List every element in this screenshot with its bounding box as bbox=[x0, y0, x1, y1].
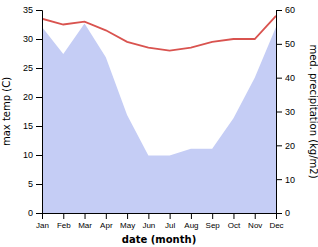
tick-label: 60 bbox=[285, 5, 295, 15]
tick-label: Jun bbox=[142, 221, 155, 230]
tick-label: Dec bbox=[269, 221, 283, 230]
plot: 0 5 10 15 20 25 30 35 0 10 20 30 40 50 60 Jan Feb Mar Apr M… bbox=[23, 5, 295, 229]
tick: Feb bbox=[57, 213, 71, 230]
tick-label: 5 bbox=[28, 179, 33, 189]
tick-mark bbox=[85, 213, 86, 219]
tick-label: Nov bbox=[248, 221, 262, 230]
tick-mark bbox=[170, 213, 171, 219]
tick: Jan bbox=[36, 213, 49, 230]
tick: 20 bbox=[23, 92, 42, 102]
tick: 10 bbox=[276, 175, 295, 185]
tick: 50 bbox=[276, 39, 295, 49]
x-axis-title: date (month) bbox=[122, 234, 196, 245]
tick-label: 10 bbox=[23, 150, 33, 160]
tick: 35 bbox=[23, 5, 42, 15]
tick: May bbox=[120, 213, 135, 230]
tick-label: May bbox=[120, 221, 135, 230]
tick-mark bbox=[276, 78, 282, 79]
tick-label: Aug bbox=[184, 221, 198, 230]
tick-label: 25 bbox=[23, 63, 33, 73]
tick: 10 bbox=[23, 150, 42, 160]
tick: Nov bbox=[248, 213, 262, 230]
tick-label: 0 bbox=[28, 208, 33, 218]
tick: 30 bbox=[23, 34, 42, 44]
tick-mark bbox=[36, 68, 42, 69]
tick-mark bbox=[212, 213, 213, 219]
temp-line bbox=[42, 16, 276, 51]
tick-label: 10 bbox=[285, 175, 295, 185]
tick: Sep bbox=[206, 213, 221, 230]
tick-mark bbox=[36, 155, 42, 156]
tick-mark bbox=[36, 184, 42, 185]
tick-mark bbox=[36, 126, 42, 127]
tick-label: 30 bbox=[23, 34, 33, 44]
tick: Apr bbox=[100, 213, 113, 230]
tick-mark bbox=[42, 213, 43, 219]
y2-axis: 0 10 20 30 40 50 60 bbox=[276, 5, 295, 218]
axis-line bbox=[277, 11, 283, 214]
axis-line bbox=[36, 11, 43, 214]
tick-mark bbox=[255, 213, 256, 219]
axis-line bbox=[43, 214, 277, 220]
tick: Jul bbox=[165, 213, 175, 230]
tick-label: Mar bbox=[78, 221, 92, 230]
tick-mark bbox=[63, 213, 64, 219]
tick: Dec bbox=[269, 213, 283, 230]
tick-label: Jan bbox=[36, 221, 49, 230]
tick-mark bbox=[36, 97, 42, 98]
tick-label: 50 bbox=[285, 39, 295, 49]
tick: 0 bbox=[276, 208, 290, 218]
tick-mark bbox=[276, 179, 282, 180]
tick-mark bbox=[233, 213, 234, 219]
tick-label: 40 bbox=[285, 73, 295, 83]
tick-label: Apr bbox=[100, 221, 113, 230]
chart: 0 5 10 15 20 25 30 35 0 10 20 30 40 50 60 Jan Feb Mar Apr M… bbox=[0, 0, 318, 247]
tick: Jun bbox=[142, 213, 155, 230]
tick: 25 bbox=[23, 63, 42, 73]
tick-mark bbox=[36, 10, 42, 11]
tick-mark bbox=[148, 213, 149, 219]
tick: Oct bbox=[228, 213, 241, 230]
tick-mark bbox=[127, 213, 128, 219]
y-axis: 0 5 10 15 20 25 30 35 bbox=[23, 5, 43, 218]
tick-mark bbox=[106, 213, 107, 219]
tick-mark bbox=[276, 44, 282, 45]
tick: Aug bbox=[184, 213, 198, 230]
tick-mark bbox=[276, 112, 282, 113]
y2-axis-title: med. precipitation (kg/m2) bbox=[308, 44, 318, 178]
tick-label: 20 bbox=[23, 92, 33, 102]
tick-mark bbox=[36, 39, 42, 40]
tick: 40 bbox=[276, 73, 295, 83]
tick-label: 20 bbox=[285, 141, 295, 151]
tick-mark bbox=[276, 145, 282, 146]
tick: 60 bbox=[276, 5, 295, 15]
tick-mark bbox=[276, 10, 282, 11]
y-axis-title: max temp (C) bbox=[1, 77, 12, 146]
tick-label: Feb bbox=[57, 221, 71, 230]
marks bbox=[42, 16, 276, 213]
tick: 5 bbox=[28, 179, 42, 189]
tick-label: 30 bbox=[285, 107, 295, 117]
tick-mark bbox=[276, 213, 277, 219]
tick-mark bbox=[36, 213, 42, 214]
tick-label: 15 bbox=[23, 121, 33, 131]
tick-label: Jul bbox=[165, 221, 175, 230]
tick: 30 bbox=[276, 107, 295, 117]
tick-label: Oct bbox=[228, 221, 241, 230]
x-axis: Jan Feb Mar Apr May Jun Jul Aug Sep Oct Nov Dec bbox=[36, 213, 284, 230]
tick: Mar bbox=[78, 213, 92, 230]
tick-mark bbox=[191, 213, 192, 219]
tick-label: Sep bbox=[206, 221, 221, 230]
tick: 20 bbox=[276, 141, 295, 151]
tick: 15 bbox=[23, 121, 42, 131]
precip-area bbox=[42, 24, 276, 213]
tick: 0 bbox=[28, 208, 42, 218]
tick-label: 35 bbox=[23, 5, 33, 15]
tick-label: 0 bbox=[285, 208, 290, 218]
